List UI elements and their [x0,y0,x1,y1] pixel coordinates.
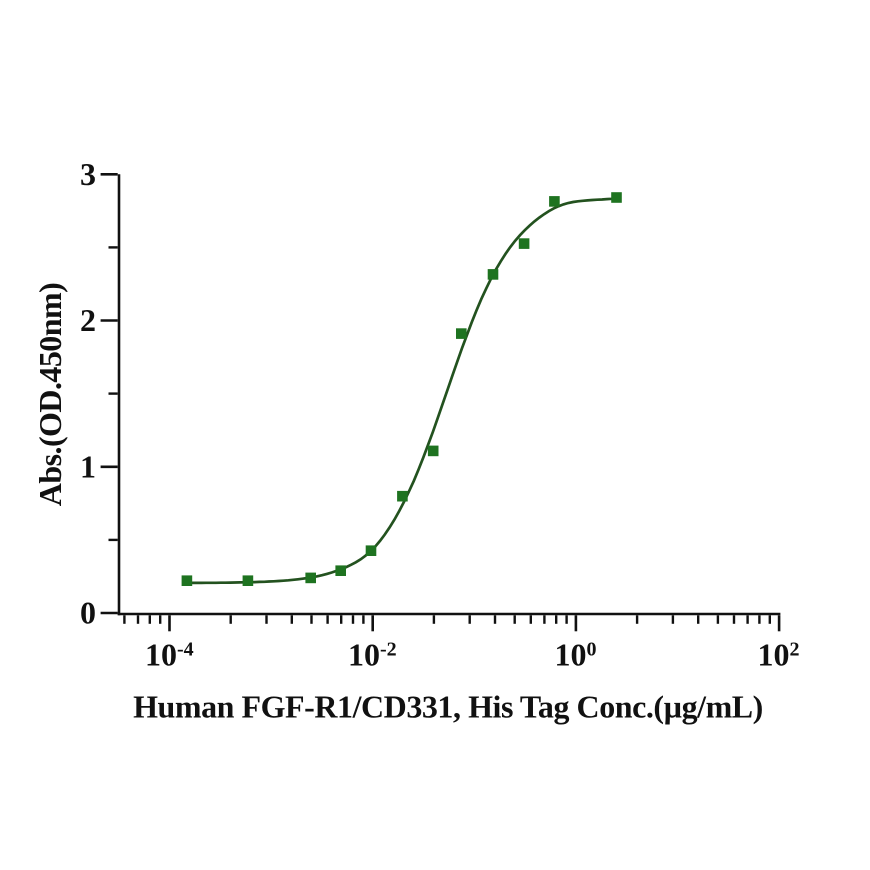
svg-text:100: 100 [555,637,597,673]
svg-text:10-2: 10-2 [348,637,397,673]
svg-text:1: 1 [80,449,96,485]
svg-text:3: 3 [80,156,96,192]
svg-text:0: 0 [80,595,96,631]
svg-text:2: 2 [80,302,96,338]
svg-text:Abs.(OD.450nm): Abs.(OD.450nm) [32,283,68,506]
svg-text:Human FGF-R1/CD331, His Tag Co: Human FGF-R1/CD331, His Tag Conc.(µg/mL) [133,689,763,725]
